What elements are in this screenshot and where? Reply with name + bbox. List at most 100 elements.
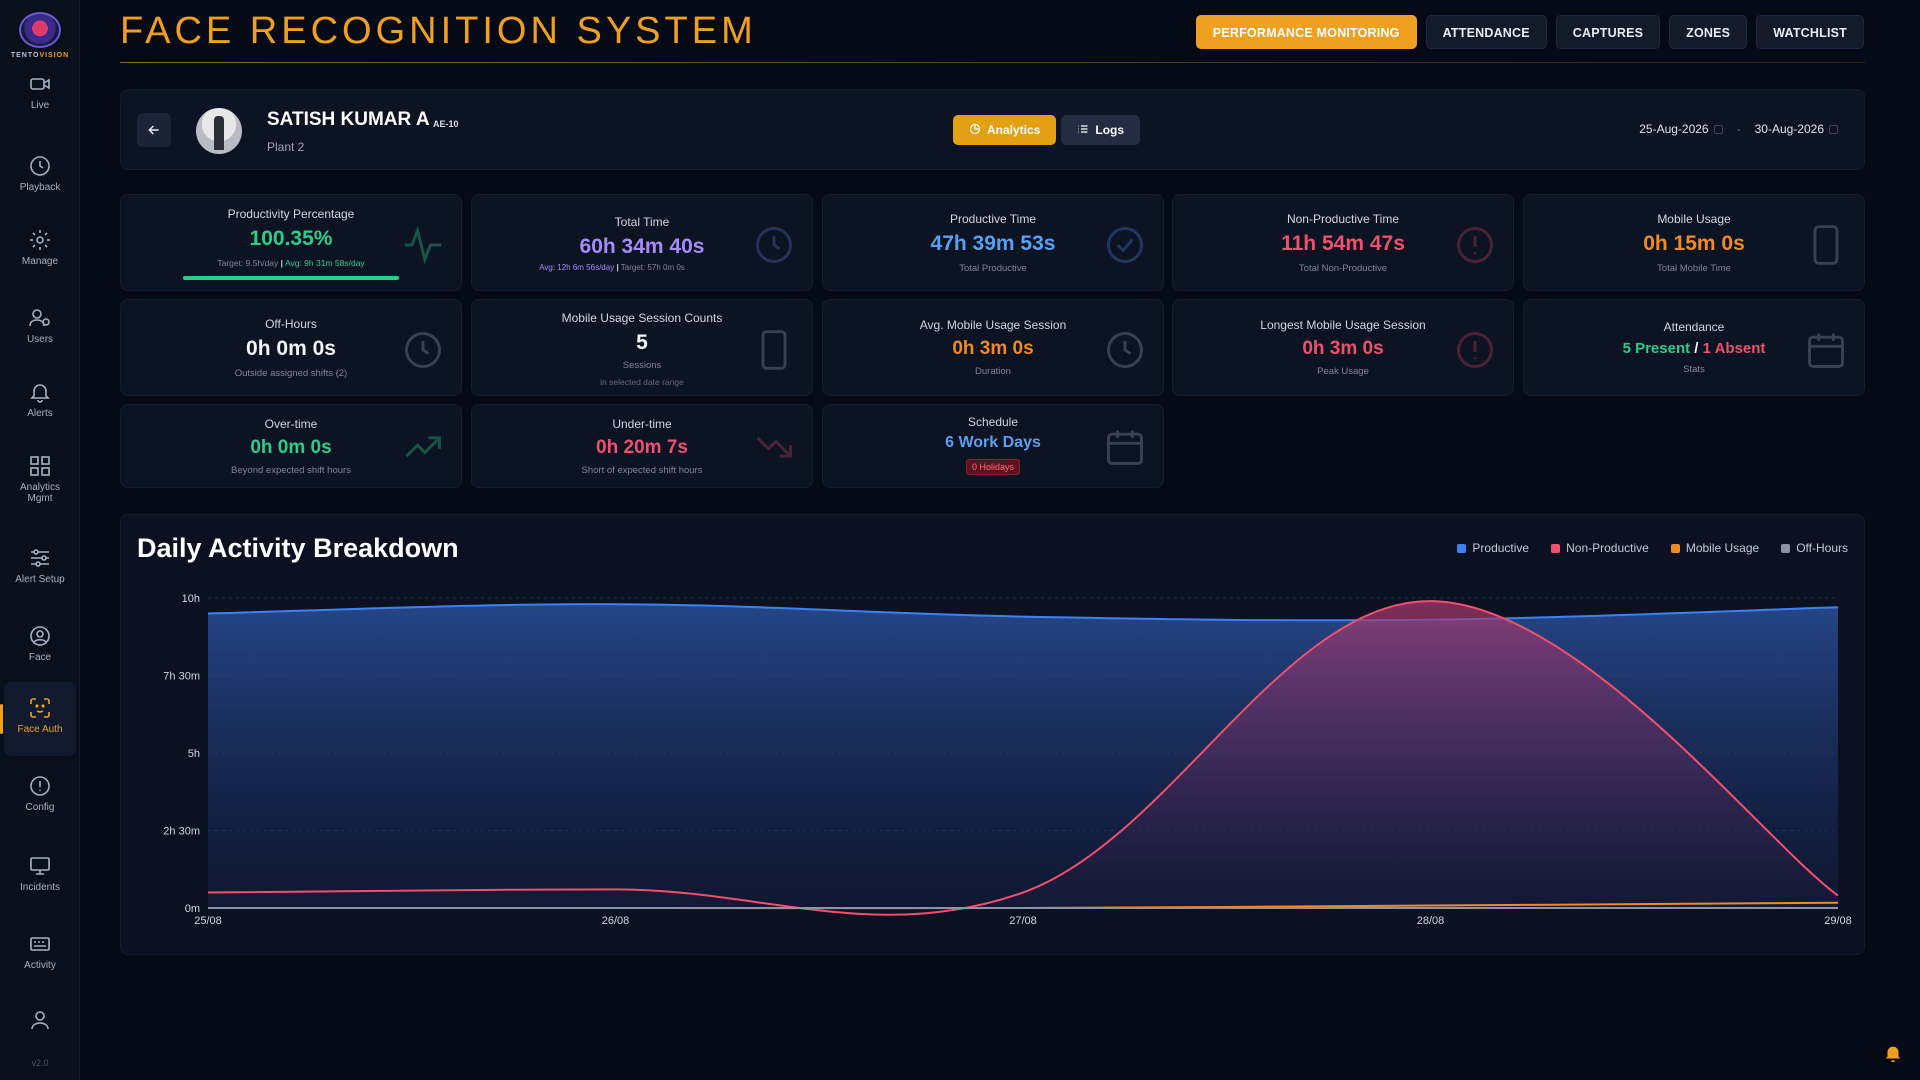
legend-swatch xyxy=(1457,544,1467,553)
sidebar-item-profile[interactable] xyxy=(4,996,76,1046)
legend-item-mobile-usage[interactable]: Mobile Usage xyxy=(1670,541,1760,555)
sidebar-item-alert-setup[interactable]: Alert Setup xyxy=(4,532,76,606)
x-tick-label: 28/08 xyxy=(1417,915,1445,927)
card-title: Under-time xyxy=(612,417,672,431)
tab-captures[interactable]: CAPTURES xyxy=(1555,15,1661,49)
sidebar-item-manage[interactable]: Manage xyxy=(4,214,76,288)
card-value: 11h 54m 47s xyxy=(1281,232,1405,255)
person-plant: Plant 2 xyxy=(267,140,305,154)
card-title: Schedule xyxy=(967,415,1019,429)
card-sub: Total Productive xyxy=(959,263,1027,274)
card-value: 47h 39m 53s xyxy=(930,232,1056,255)
date-to: 30-Aug-2026 xyxy=(1754,122,1824,136)
list-icon xyxy=(1078,125,1088,133)
series-line-non-productive xyxy=(207,600,1839,916)
card-total-time: Total Time 60h 34m 40s Avg: 12h 6m 56s/d… xyxy=(471,194,813,291)
card-title: Productive Time xyxy=(949,212,1037,226)
phone-icon xyxy=(761,330,787,370)
sidebar: TENTOVISION Live Playback Manage Users A… xyxy=(0,0,80,1080)
card-value: 100.35% xyxy=(249,227,333,250)
y-tick-label: 7h 30m xyxy=(163,671,200,683)
sidebar-item-face-auth[interactable]: Face Auth xyxy=(0,682,76,756)
date-from-field[interactable]: 25-Aug-2026 xyxy=(1639,122,1723,136)
card-off-hours: Off-Hours 0h 0m 0s Outside assigned shif… xyxy=(120,299,462,396)
grid-icon xyxy=(30,456,50,476)
sidebar-item-label: Config xyxy=(25,802,55,813)
sidebar-item-config[interactable]: Config xyxy=(4,760,76,834)
card-under-time: Under-time 0h 20m 7s Short of expected s… xyxy=(471,404,813,488)
top-tabs: PERFORMANCE MONITORING ATTENDANCE CAPTUR… xyxy=(1195,15,1864,49)
card-value: 0h 3m 0s xyxy=(1302,338,1384,359)
card-target: Target: 9.5h/day xyxy=(217,258,279,268)
productivity-progress xyxy=(183,276,399,280)
sidebar-item-live[interactable]: Live xyxy=(4,66,76,140)
notification-bell-icon[interactable] xyxy=(1882,1040,1904,1066)
chart-title: Daily Activity Breakdown xyxy=(137,533,459,563)
card-longest-mobile-session: Longest Mobile Usage Session 0h 3m 0s Pe… xyxy=(1172,299,1514,396)
header-divider xyxy=(120,62,1865,63)
card-productivity: Productivity Percentage 100.35% Target: … xyxy=(120,194,462,291)
sidebar-item-playback[interactable]: Playback xyxy=(4,140,76,214)
tab-performance-monitoring[interactable]: PERFORMANCE MONITORING xyxy=(1195,15,1417,49)
legend-item-non-productive[interactable]: Non-Productive xyxy=(1551,541,1649,555)
card-title: Total Time xyxy=(614,215,670,229)
card-sub: Stats xyxy=(1683,364,1705,375)
legend-swatch xyxy=(1670,544,1680,553)
logo-mark-icon xyxy=(19,12,61,48)
sidebar-item-label: Playback xyxy=(19,182,61,193)
sidebar-item-incidents[interactable]: Incidents xyxy=(4,840,76,914)
tab-attendance[interactable]: ATTENDANCE xyxy=(1425,15,1547,49)
card-sub2: in selected date range xyxy=(600,377,684,387)
sidebar-item-label: Face Auth xyxy=(17,724,63,735)
card-title: Longest Mobile Usage Session xyxy=(1260,318,1426,332)
sidebar-item-users[interactable]: Users xyxy=(4,292,76,366)
date-to-field[interactable]: 30-Aug-2026 xyxy=(1755,122,1838,136)
card-sub: Outside assigned shifts (2) xyxy=(234,368,348,379)
card-non-productive-time: Non-Productive Time 11h 54m 47s Total No… xyxy=(1172,194,1514,291)
card-value: 0h 20m 7s xyxy=(596,437,688,458)
legend-item-off-hours[interactable]: Off-Hours xyxy=(1781,541,1848,555)
app-logo[interactable]: TENTOVISION xyxy=(8,12,72,68)
legend-item-productive[interactable]: Productive xyxy=(1457,541,1529,555)
logs-button[interactable]: Logs xyxy=(1061,115,1141,145)
alert-circle-icon xyxy=(1457,227,1493,263)
legend-label: Mobile Usage xyxy=(1685,541,1760,555)
chart-pie-icon xyxy=(969,123,981,135)
sidebar-item-face[interactable]: Face xyxy=(4,610,76,684)
y-tick-label: 2h 30m xyxy=(163,826,200,838)
page-title: FACE RECOGNITION SYSTEM xyxy=(120,10,757,52)
tab-watchlist[interactable]: WATCHLIST xyxy=(1756,15,1864,49)
analytics-button[interactable]: Analytics xyxy=(953,115,1057,145)
trending-up-icon xyxy=(405,436,441,458)
calendar-icon xyxy=(1808,333,1844,368)
analytics-label: Analytics xyxy=(987,123,1041,137)
x-tick-label: 29/08 xyxy=(1824,915,1852,927)
user-icon xyxy=(31,1011,49,1030)
card-sub: Total Non-Productive xyxy=(1298,263,1388,274)
person-code: AE-10 xyxy=(433,119,459,129)
card-value: 6 Work Days xyxy=(945,434,1041,451)
logo-text-b: VISION xyxy=(39,52,70,59)
card-sub: Short of expected shift hours xyxy=(581,465,703,476)
sidebar-item-alerts[interactable]: Alerts xyxy=(4,366,76,440)
clock-icon xyxy=(1107,332,1143,368)
x-tick-label: 26/08 xyxy=(602,915,630,927)
card-title: Productivity Percentage xyxy=(227,207,355,221)
card-attendance: Attendance 5 Present / 1 Absent Stats xyxy=(1523,299,1865,396)
clock-icon xyxy=(30,156,50,176)
sidebar-item-label: Activity xyxy=(24,960,56,971)
date-separator: - xyxy=(1736,122,1741,136)
back-button[interactable] xyxy=(137,113,171,147)
x-tick-label: 27/08 xyxy=(1009,915,1037,927)
card-sub: Peak Usage xyxy=(1317,366,1369,377)
sidebar-item-activity[interactable]: Activity xyxy=(4,918,76,992)
app-version: v2.0 xyxy=(31,1058,49,1068)
sidebar-item-label: Alert Setup xyxy=(15,574,65,585)
attendance-absent: 1 Absent xyxy=(1702,340,1766,357)
tab-zones[interactable]: ZONES xyxy=(1669,15,1748,49)
sidebar-item-analytics-mgmt[interactable]: Analytics Mgmt xyxy=(4,440,76,524)
series-line-productive xyxy=(207,603,1839,622)
view-toggle: Analytics Logs xyxy=(953,115,1141,145)
sidebar-item-label: Analytics Mgmt xyxy=(19,482,60,504)
person-name: SATISH KUMAR A xyxy=(267,109,430,130)
